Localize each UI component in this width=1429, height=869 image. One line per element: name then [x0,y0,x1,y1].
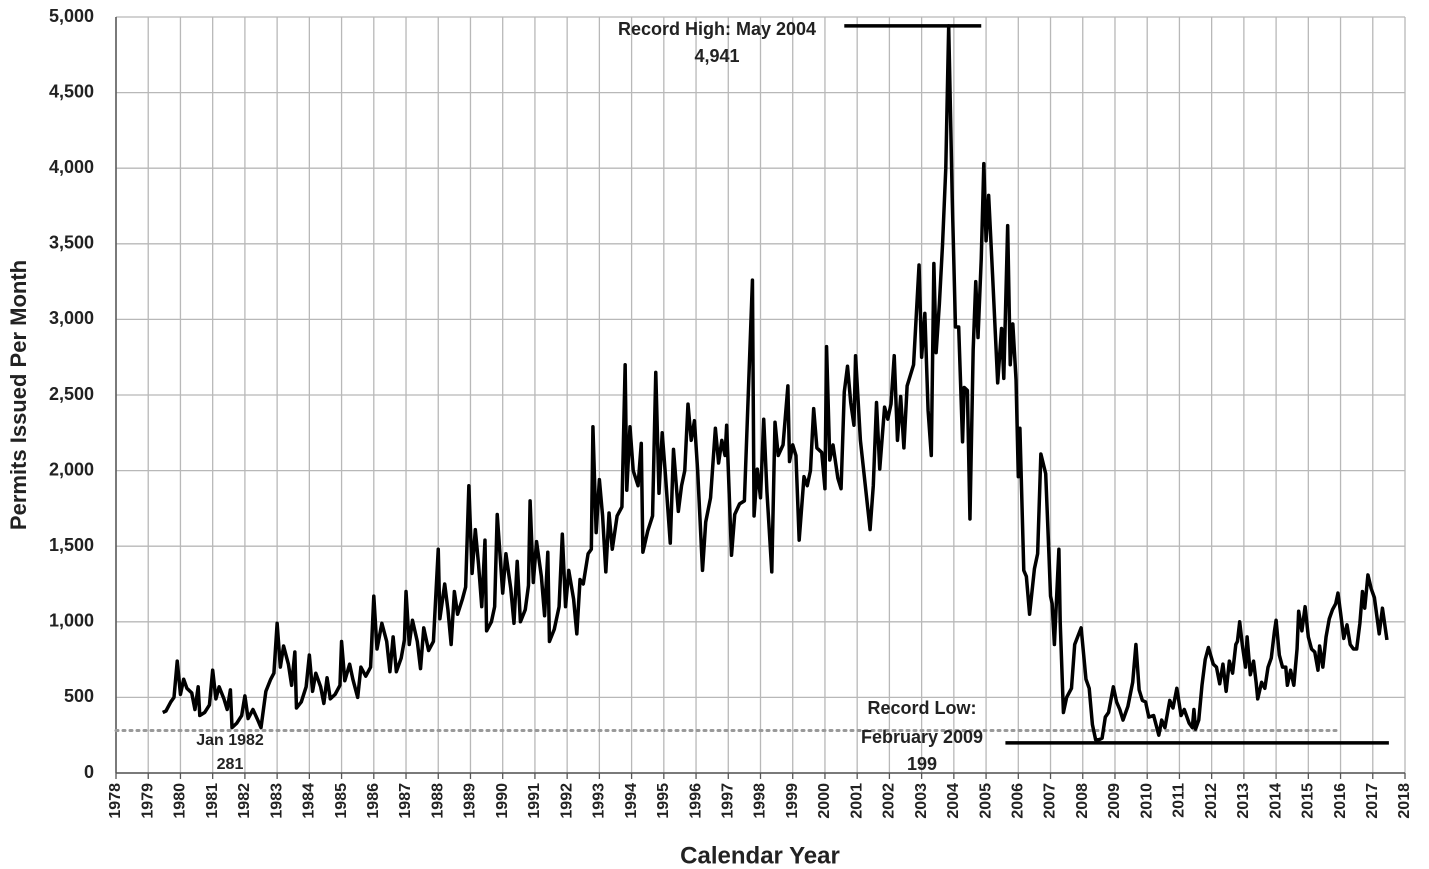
y-tick-label: 3,500 [49,233,94,253]
x-tick-label: 2018 [1396,783,1413,819]
x-tick-label: 1992 [558,783,575,819]
x-tick-label: 1985 [333,783,350,819]
x-tick-label: 1986 [365,783,382,819]
x-tick-label: 1996 [687,783,704,819]
data-line [161,24,1389,742]
x-tick-label: 1978 [107,783,124,819]
x-tick-label: 1987 [397,783,414,819]
annotation-value: 281 [217,756,244,773]
y-tick-label: 500 [64,686,94,706]
x-tick-label: 1990 [494,783,511,819]
x-axis-title: Calendar Year [680,842,840,869]
x-tick-label: 1991 [526,783,543,819]
x-tick-label: 2004 [945,783,962,819]
y-tick-label: 5,000 [49,6,94,26]
x-tick-label: 2003 [913,783,930,819]
x-tick-label: 2010 [1138,783,1155,819]
annotation-value: 199 [907,754,937,774]
x-tick-label: 1997 [719,783,736,819]
y-tick-label: 4,500 [49,81,94,101]
x-tick-label: 2009 [1106,783,1123,819]
y-tick-label: 2,500 [49,384,94,404]
annotation-text: Jan 1982 [196,732,264,749]
x-tick-label: 1981 [204,783,221,819]
x-tick-label: 2007 [1042,783,1059,819]
x-tick-label: 2001 [848,783,865,819]
y-tick-label: 4,000 [49,157,94,177]
x-tick-label: 2000 [816,783,833,819]
x-tick-label: 2011 [1171,783,1188,818]
y-tick-label: 1,000 [49,611,94,631]
annotation-value: 4,941 [694,46,739,66]
x-tick-label: 1979 [139,783,156,819]
x-tick-label: 2002 [881,783,898,819]
annotation-text: February 2009 [861,727,983,747]
x-tick-label: 2013 [1235,783,1252,819]
x-tick-label: 1994 [623,783,640,819]
x-tick-label: 1989 [462,783,479,819]
x-tick-label: 2005 [977,783,994,819]
x-tick-label: 1983 [268,783,285,819]
y-tick-label: 0 [84,762,94,782]
x-tick-label: 1995 [655,783,672,819]
annotation-text: Record High: May 2004 [618,19,816,39]
annotation-text: Record Low: [867,698,976,718]
y-tick-label: 3,000 [49,308,94,328]
x-tick-label: 1980 [172,783,189,819]
x-tick-label: 2017 [1364,783,1381,819]
x-tick-label: 1984 [301,783,318,819]
x-tick-label: 1982 [236,783,253,819]
y-tick-label: 2,000 [49,459,94,479]
y-axis-title: Permits Issued Per Month [6,260,31,530]
x-tick-label: 1993 [591,783,608,819]
x-tick-label: 2015 [1300,783,1317,819]
x-tick-label: 2012 [1203,783,1220,819]
x-tick-label: 2008 [1074,783,1091,819]
x-tick-label: 2006 [1010,783,1027,819]
x-tick-label: 1988 [429,783,446,819]
x-tick-label: 2014 [1267,783,1284,819]
x-tick-label: 2016 [1332,783,1349,819]
y-tick-label: 1,500 [49,535,94,555]
x-tick-label: 1999 [784,783,801,819]
x-tick-label: 1998 [752,783,769,819]
